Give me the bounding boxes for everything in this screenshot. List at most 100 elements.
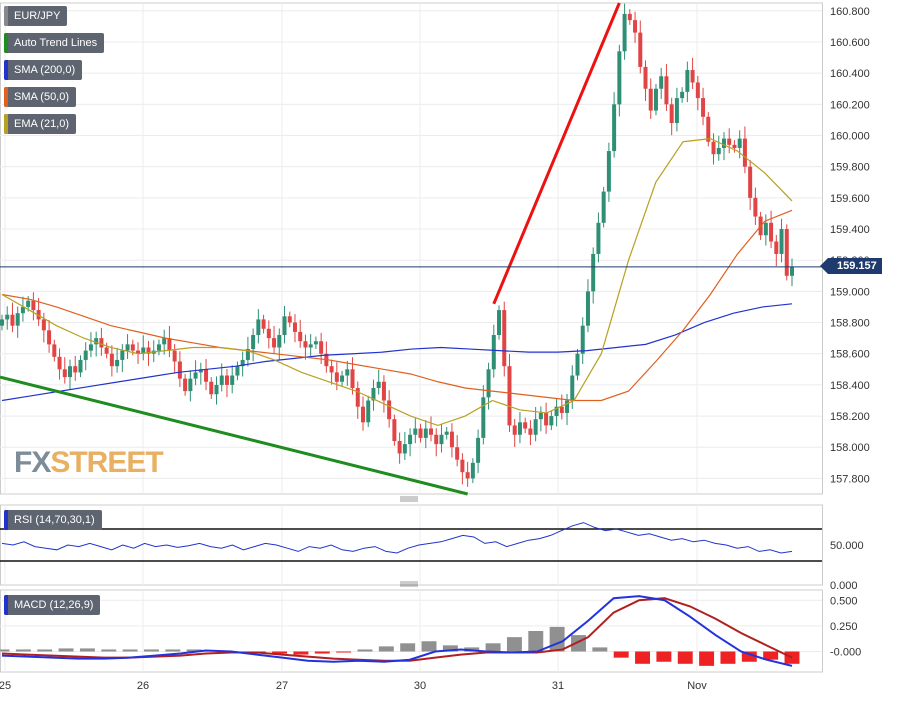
legend-auto-trend-lines[interactable]: Auto Trend Lines — [4, 33, 105, 53]
candle-body — [701, 98, 706, 117]
candle-body — [481, 397, 486, 438]
candle-body — [617, 51, 622, 105]
candle-body — [334, 372, 339, 382]
candle-body — [512, 425, 517, 435]
y-tick-label: 160.200 — [830, 99, 870, 111]
legend-swatch — [4, 87, 8, 107]
candle-body — [523, 422, 528, 429]
macd-hist-bar — [549, 626, 565, 652]
candle-body — [355, 388, 360, 407]
legend-sma-50[interactable]: SMA (50,0) — [4, 87, 77, 107]
legend-sma-200[interactable]: SMA (200,0) — [4, 60, 83, 80]
macd-hist-bar — [37, 649, 53, 652]
candle-body — [585, 291, 590, 326]
candle-body — [774, 241, 779, 254]
candle-body — [183, 378, 188, 392]
candle-body — [753, 197, 758, 217]
macd-tick-label: 0.500 — [830, 595, 858, 607]
candle-body — [120, 350, 125, 360]
candle-body — [245, 349, 250, 360]
macd-hist-bar — [378, 646, 394, 652]
candle-body — [601, 191, 606, 223]
candle-body — [0, 319, 4, 326]
macd-hist-bar — [677, 651, 693, 664]
x-tick-label: 27 — [276, 680, 288, 692]
candle-body — [413, 428, 418, 435]
axis-layer: 25 26 27 30 31 Nov 157.800 158.000 158.200 158.40… — [0, 6, 870, 692]
candle-body — [491, 335, 496, 370]
x-tick-label: 26 — [137, 680, 149, 692]
legend-label: Auto Trend Lines — [14, 37, 98, 49]
candle-body — [20, 306, 25, 314]
candle-body — [507, 366, 512, 426]
y-tick-label: 160.600 — [830, 37, 870, 49]
candle-body — [57, 356, 62, 370]
candle-body — [575, 353, 580, 376]
candle-body — [528, 428, 533, 435]
candle-body — [538, 412, 543, 420]
candle-body — [10, 314, 15, 326]
macd-hist-bar — [143, 649, 159, 652]
candle-body — [486, 369, 491, 398]
candle-body — [460, 459, 465, 473]
legend-eurjpy[interactable]: EUR/JPY — [4, 6, 68, 26]
y-tick-label: 160.400 — [830, 68, 870, 80]
legend-label: MACD (12,26,9) — [14, 599, 94, 611]
candle-body — [517, 422, 522, 435]
candle-body — [732, 144, 737, 148]
candle-body — [251, 335, 256, 350]
legend-label: SMA (50,0) — [14, 91, 70, 103]
macd-hist-bar — [635, 651, 651, 664]
y-tick-label: 158.800 — [830, 318, 870, 330]
candle-body — [240, 359, 245, 367]
candle-body — [104, 347, 109, 354]
candle-body — [26, 300, 31, 307]
candle-body — [298, 331, 303, 342]
y-tick-label: 159.400 — [830, 224, 870, 236]
trend-line-resistance — [492, 2, 621, 305]
candle-body — [612, 104, 617, 152]
candle-body — [444, 431, 449, 435]
candle-body — [627, 13, 632, 21]
candle-body — [742, 138, 747, 167]
candle-body — [282, 316, 287, 336]
macd-hist-bar — [506, 637, 522, 652]
macd-hist-bar — [15, 649, 31, 652]
x-tick-label: 31 — [552, 680, 564, 692]
legend-label: EUR/JPY — [14, 10, 61, 22]
trend-line-support — [0, 375, 468, 496]
legend-ema-21[interactable]: EMA (21,0) — [4, 114, 77, 134]
grid-layer — [0, 2, 823, 673]
candle-body — [606, 151, 611, 192]
rsi-panel — [0, 522, 822, 562]
candle-body — [172, 350, 177, 362]
macd-hist-bar — [314, 651, 330, 654]
candle-body — [769, 222, 774, 242]
candle-body — [287, 316, 292, 323]
candle-body — [680, 91, 685, 99]
legend-rsi[interactable]: RSI (14,70,30,1) — [4, 510, 102, 530]
candle-body — [109, 353, 114, 367]
legend-label: SMA (200,0) — [14, 64, 76, 76]
candle-body — [162, 338, 167, 345]
macd-hist-bar — [720, 651, 736, 664]
candle-body — [470, 462, 475, 479]
macd-hist-bar — [58, 648, 74, 652]
candle-body — [115, 359, 120, 367]
candle-body — [737, 138, 742, 148]
watermark-fx: FX — [14, 446, 51, 479]
candle-body — [266, 328, 271, 339]
candle-body — [41, 319, 46, 331]
macd-hist-bar — [528, 631, 544, 652]
candle-body — [549, 416, 554, 426]
candle-body — [497, 310, 502, 336]
candle-body — [261, 319, 266, 329]
candle-body — [167, 338, 172, 351]
legend-macd[interactable]: MACD (12,26,9) — [4, 595, 101, 615]
candle-body — [559, 406, 564, 413]
macd-hist-bar — [101, 649, 117, 652]
candle-body — [465, 472, 470, 479]
candle-body — [177, 361, 182, 379]
candle-body — [695, 82, 700, 99]
